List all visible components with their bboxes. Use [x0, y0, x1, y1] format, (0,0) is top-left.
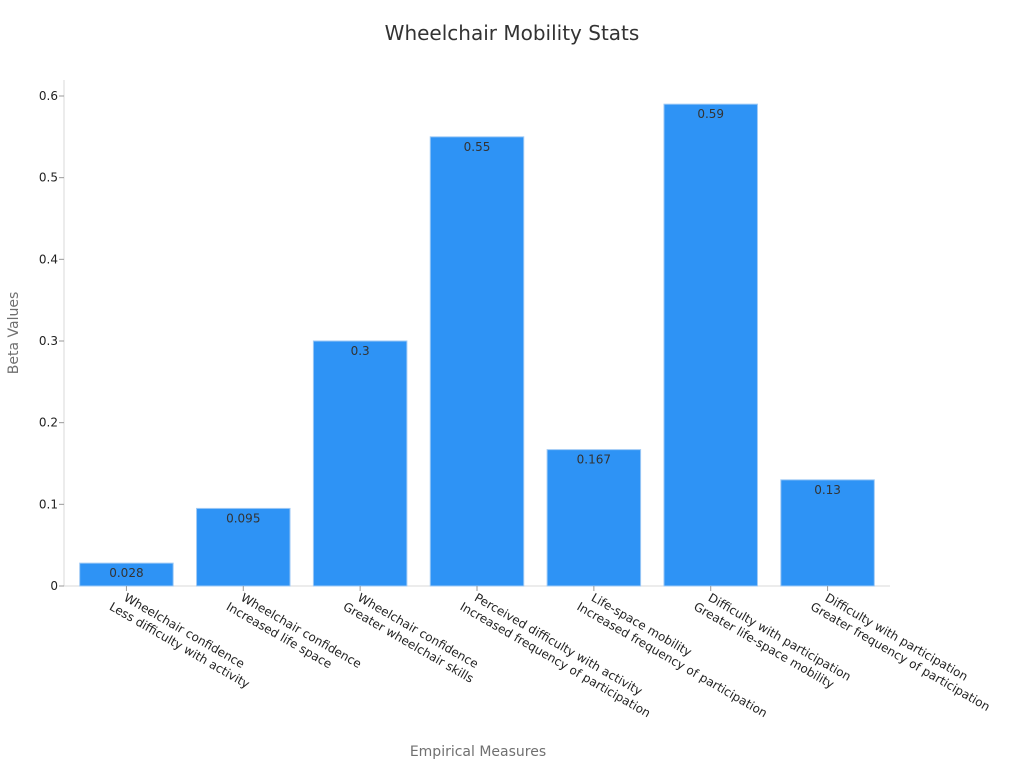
- chart-title: Wheelchair Mobility Stats: [385, 21, 640, 45]
- y-tick-label: 0.4: [39, 252, 58, 266]
- bar: [429, 136, 525, 587]
- bar-value-label: 0.028: [109, 566, 143, 580]
- y-tick-label: 0.6: [39, 89, 58, 103]
- x-axis-label: Empirical Measures: [410, 744, 546, 760]
- bar: [312, 340, 408, 587]
- bar: [663, 103, 758, 587]
- bar-value-label: 0.167: [577, 453, 611, 467]
- bar-value-label: 0.095: [226, 511, 260, 525]
- x-tick-label: Perceived difficulty with activityIncrea…: [458, 590, 653, 720]
- bars: 0.028 0.095 0.3 0.55 0.167 0.59 0.13: [79, 103, 875, 587]
- bar-value-label: 0.13: [814, 483, 841, 497]
- x-tick-label-line: Greater frequency of participation: [808, 599, 992, 714]
- y-axis-ticks: 0 0.1 0.2 0.3 0.4 0.5 0.6: [39, 89, 64, 593]
- y-axis-label: Beta Values: [6, 292, 22, 374]
- bar-value-label: 0.59: [697, 107, 724, 121]
- bar: [546, 449, 642, 587]
- bar: [780, 479, 875, 587]
- y-tick-label: 0.3: [39, 334, 58, 348]
- bar-value-label: 0.3: [351, 344, 370, 358]
- bar-value-label: 0.55: [464, 140, 491, 154]
- y-tick-label: 0.2: [39, 416, 58, 430]
- x-tick-label-line: Greater wheelchair skills: [341, 599, 476, 685]
- bar: [196, 507, 291, 587]
- y-tick-label: 0.1: [39, 497, 58, 511]
- y-tick-label: 0: [50, 579, 58, 593]
- y-tick-label: 0.5: [39, 171, 58, 185]
